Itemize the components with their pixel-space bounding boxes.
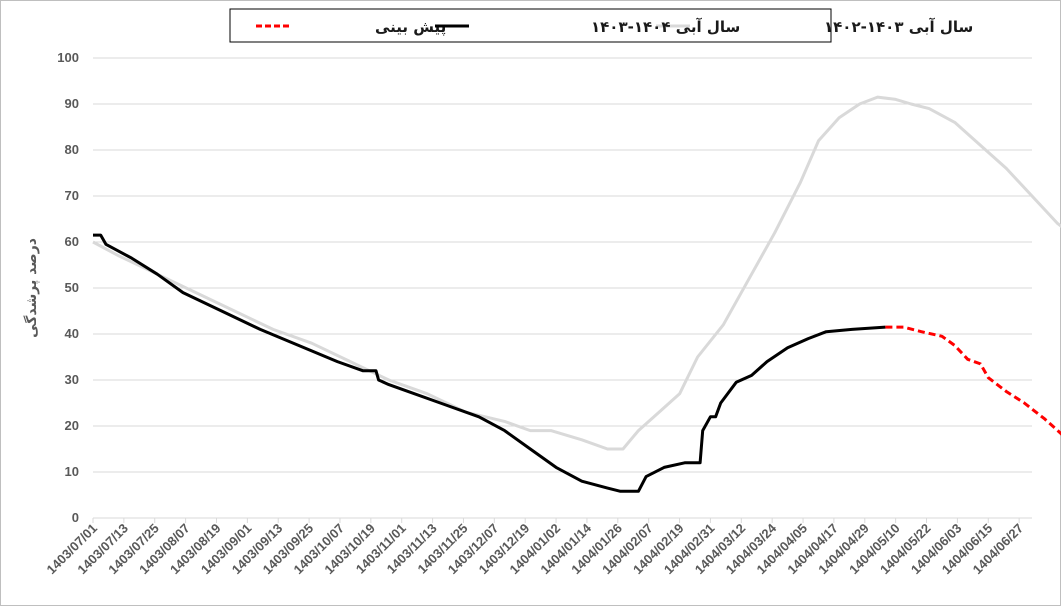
y-tick-label: 30 bbox=[65, 372, 79, 387]
series-lines bbox=[92, 95, 1061, 493]
y-tick-label: 20 bbox=[65, 418, 79, 433]
y-axis-ticks: 0 10 20 30 40 50 60 70 80 90 100 bbox=[57, 50, 79, 525]
y-tick-label: 100 bbox=[57, 50, 79, 65]
legend-label: سال آبی ۱۴۰۴-۱۴۰۳ bbox=[591, 18, 740, 36]
legend: سال آبی ۱۴۰۳-۱۴۰۲ سال آبی ۱۴۰۴-۱۴۰۳ پیش بی… bbox=[229, 8, 973, 43]
y-tick-label: 0 bbox=[72, 510, 79, 525]
series-line-2 bbox=[885, 325, 1061, 436]
y-tick-label: 80 bbox=[65, 142, 79, 157]
x-axis-ticks: 1403/07/011403/07/131403/07/251403/08/07… bbox=[43, 518, 1026, 577]
y-tick-label: 50 bbox=[65, 280, 79, 295]
legend-label: سال آبی ۱۴۰۳-۱۴۰۲ bbox=[824, 18, 973, 36]
legend-box bbox=[229, 8, 832, 43]
y-tick-label: 40 bbox=[65, 326, 79, 341]
y-tick-label: 10 bbox=[65, 464, 79, 479]
y-tick-label: 90 bbox=[65, 96, 79, 111]
y-tick-label: 70 bbox=[65, 188, 79, 203]
grid-lines bbox=[93, 57, 1032, 519]
y-tick-label: 60 bbox=[65, 234, 79, 249]
legend-label: پیش بینی bbox=[375, 18, 446, 37]
series-line-1 bbox=[93, 233, 886, 493]
y-axis-label: درصد پرشدگی bbox=[23, 238, 40, 338]
series-line-0 bbox=[92, 95, 1061, 451]
